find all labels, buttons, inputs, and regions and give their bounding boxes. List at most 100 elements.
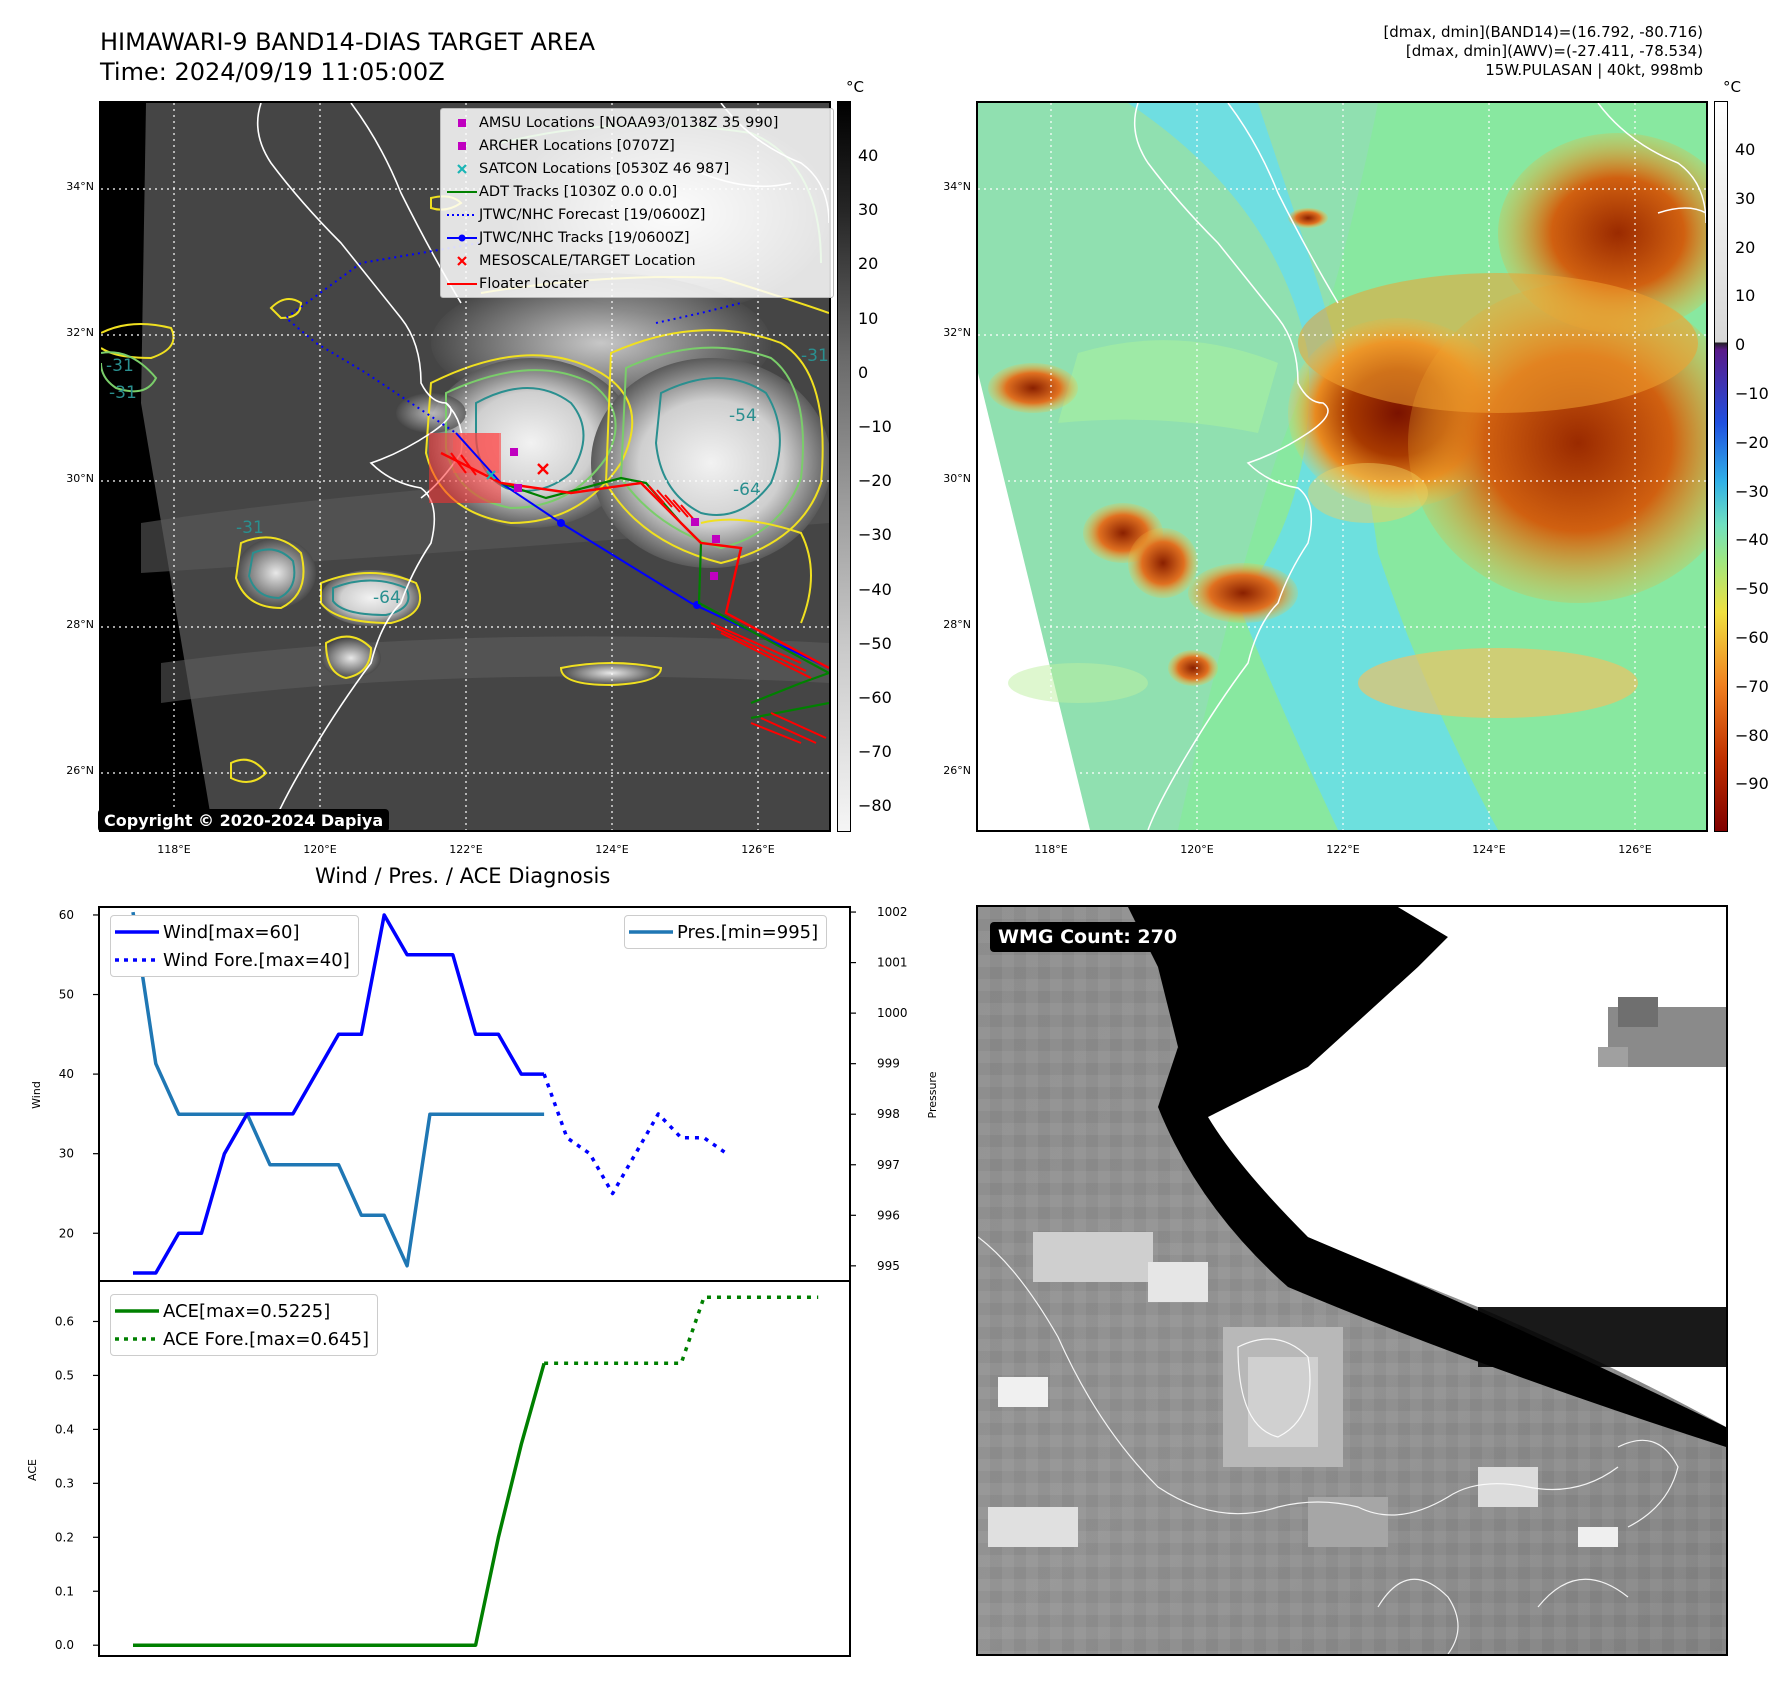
colorbar-tick-label: 30 <box>1735 188 1756 208</box>
wind-ytick-label: 20 <box>59 1226 74 1240</box>
lon-tick-label: 126°E <box>741 843 775 856</box>
wind-forecast-line <box>542 1073 728 1196</box>
line-icon <box>115 1309 159 1313</box>
colorbar-tick-label: 20 <box>858 254 879 274</box>
wind-ytick-label: 50 <box>59 988 74 1002</box>
wind-axis-label: Wind <box>30 1081 43 1109</box>
wind-ytick-label: 60 <box>59 908 74 922</box>
square-marker-icon <box>458 118 466 127</box>
chart-title: HIMAWARI-9 BAND14-DIAS TARGET AREA <box>100 28 596 56</box>
contour-label: -64 <box>373 588 401 608</box>
legend-item-jtwc-forecast: JTWC/NHC Forecast [19/0600Z] <box>445 203 829 226</box>
ace-ytick-label: 0.6 <box>55 1314 74 1328</box>
legend-item-wind-fore: Wind Fore.[max=40] <box>111 946 358 974</box>
ace-ytick-label: 0.2 <box>55 1530 74 1544</box>
colorbar-tick-label: −80 <box>1735 725 1769 745</box>
right-colorbar-unit: °C <box>1723 78 1741 96</box>
colorbar-tick-label: −50 <box>858 633 892 653</box>
wmg-canvas <box>978 907 1726 1654</box>
line-icon <box>447 282 477 285</box>
line-dot-icon <box>447 234 477 241</box>
lon-tick-label: 120°E <box>303 843 337 856</box>
ace-forecast-line <box>544 1295 819 1366</box>
dotted-line-icon <box>115 958 159 962</box>
lon-tick-label: 122°E <box>449 843 483 856</box>
colorbar-tick-label: −30 <box>858 525 892 545</box>
lat-tick-label: 34°N <box>66 180 94 193</box>
legend-item-satcon: SATCON Locations [0530Z 46 987] <box>445 157 829 180</box>
chart-time: Time: 2024/09/19 11:05:00Z <box>100 58 445 86</box>
legend-item-floater: Floater Locater <box>445 272 829 295</box>
legend-item-ace: ACE[max=0.5225] <box>111 1297 377 1325</box>
x-marker-icon <box>457 163 467 174</box>
wmg-panel <box>976 905 1728 1656</box>
wind-legend: Wind[max=60] Wind Fore.[max=40] <box>110 915 359 977</box>
ace-ytick-label: 0.0 <box>55 1638 74 1652</box>
wind-ytick-label: 30 <box>59 1147 74 1161</box>
colorbar-tick-label: −40 <box>1735 530 1769 550</box>
diagnosis-title: Wind / Pres. / ACE Diagnosis <box>315 864 611 888</box>
left-map-canvas: -31 -31 -31 -31 -54 -64 -64 <box>101 103 829 830</box>
lat-tick-label: 32°N <box>66 326 94 339</box>
colorbar-tick-label: 40 <box>858 146 879 165</box>
pressure-ytick-label: 1001 <box>877 956 908 970</box>
pressure-ytick-label: 995 <box>877 1259 900 1273</box>
colorbar-tick-label: −40 <box>858 579 892 599</box>
colorbar-tick-label: −70 <box>1735 676 1769 696</box>
contour-label: -64 <box>733 480 761 500</box>
wind-line <box>133 913 545 1275</box>
left-colorbar-unit: °C <box>846 78 864 96</box>
pressure-ytick-label: 999 <box>877 1057 900 1071</box>
ace-axis-label: ACE <box>26 1459 39 1481</box>
colorbar-tick-label: 0 <box>858 362 869 382</box>
colorbar-tick-label: −30 <box>1735 481 1769 501</box>
ace-panel-frame <box>98 1280 851 1657</box>
pressure-ytick-label: 1000 <box>877 1006 908 1020</box>
ace-legend: ACE[max=0.5225] ACE Fore.[max=0.645] <box>110 1294 379 1356</box>
lat-tick-label: 28°N <box>943 618 971 631</box>
left-ir-map: -31 -31 -31 -31 -54 -64 -64 <box>99 101 831 832</box>
pressure-ytick-label: 1002 <box>877 905 908 919</box>
awv-range: [dmax, dmin](AWV)=(-27.411, -78.534) <box>1405 42 1703 60</box>
lat-tick-label: 26°N <box>943 764 971 777</box>
legend-item-wind: Wind[max=60] <box>111 918 358 946</box>
lat-tick-label: 26°N <box>66 764 94 777</box>
lon-tick-label: 122°E <box>1326 843 1360 856</box>
contour-label: -54 <box>729 406 757 426</box>
colorbar-tick-label: −90 <box>1735 774 1769 794</box>
floater-locater <box>440 451 829 670</box>
storm-info: 15W.PULASAN | 40kt, 998mb <box>1485 61 1703 79</box>
pressure-ytick-label: 997 <box>877 1158 900 1172</box>
pressure-line <box>131 911 545 1268</box>
colorbar-tick-label: −60 <box>858 688 892 707</box>
lat-tick-label: 28°N <box>66 618 94 631</box>
lon-tick-label: 124°E <box>1472 843 1506 856</box>
colorbar-tick-label: −50 <box>1735 579 1769 599</box>
lat-tick-label: 34°N <box>943 180 971 193</box>
pressure-ytick-label: 996 <box>877 1208 900 1222</box>
line-icon <box>447 190 477 193</box>
wind-ytick-label: 40 <box>59 1067 74 1081</box>
colorbar-tick-label: 0 <box>1735 335 1746 355</box>
legend-item-adt: ADT Tracks [1030Z 0.0 0.0] <box>445 180 829 203</box>
dotted-line-icon <box>447 213 477 216</box>
contour-label: -31 <box>106 356 134 376</box>
ace-ytick-label: 0.1 <box>55 1584 74 1598</box>
wmg-count-badge: WMG Count: 270 <box>990 922 1186 952</box>
contour-label: -31 <box>801 346 829 366</box>
pressure-legend: Pres.[min=995] <box>624 915 828 949</box>
lon-tick-label: 124°E <box>595 843 629 856</box>
x-marker-icon <box>457 255 467 266</box>
colorbar-tick-label: −70 <box>858 742 892 762</box>
ace-ytick-label: 0.3 <box>55 1476 74 1490</box>
colorbar-tick-label: −10 <box>1735 384 1769 403</box>
floater-box <box>429 433 501 503</box>
colorbar-tick-label: −20 <box>858 471 892 491</box>
square-marker-icon <box>458 141 466 150</box>
colorbar-tick-label: 20 <box>1735 237 1756 257</box>
copyright-label: Copyright © 2020-2024 Dapiya <box>98 809 390 832</box>
ace-line <box>133 1362 546 1647</box>
ace-ytick-label: 0.4 <box>55 1422 74 1436</box>
right-awv-map <box>976 101 1708 832</box>
colorbar-tick-label: −60 <box>1735 628 1769 647</box>
